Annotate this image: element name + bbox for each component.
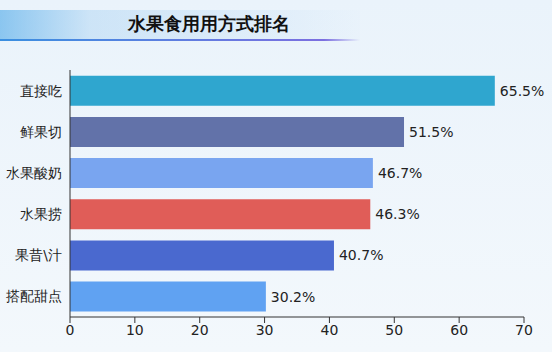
svg-text:60: 60 — [450, 322, 468, 338]
svg-text:水果酸奶: 水果酸奶 — [6, 165, 62, 181]
svg-text:65.5%: 65.5% — [500, 83, 544, 99]
svg-text:0: 0 — [66, 322, 75, 338]
svg-text:果昔\汁: 果昔\汁 — [15, 247, 62, 263]
svg-text:30: 30 — [256, 322, 274, 338]
svg-text:直接吃: 直接吃 — [20, 83, 62, 99]
svg-text:鲜果切: 鲜果切 — [20, 124, 62, 140]
svg-text:50: 50 — [385, 322, 403, 338]
svg-text:40.7%: 40.7% — [339, 247, 383, 263]
svg-text:搭配甜点: 搭配甜点 — [6, 288, 62, 304]
svg-text:水果捞: 水果捞 — [20, 206, 62, 222]
svg-text:30.2%: 30.2% — [271, 289, 315, 305]
svg-text:46.3%: 46.3% — [375, 206, 419, 222]
svg-text:70: 70 — [515, 322, 533, 338]
html-text:水果食用用方式排名: 水果食用用方式排名 — [128, 13, 290, 34]
svg-text:20: 20 — [191, 322, 209, 338]
svg-text:10: 10 — [126, 322, 144, 338]
svg-text:40: 40 — [321, 322, 339, 338]
svg-text:51.5%: 51.5% — [409, 124, 453, 140]
svg-text:46.7%: 46.7% — [378, 165, 422, 181]
